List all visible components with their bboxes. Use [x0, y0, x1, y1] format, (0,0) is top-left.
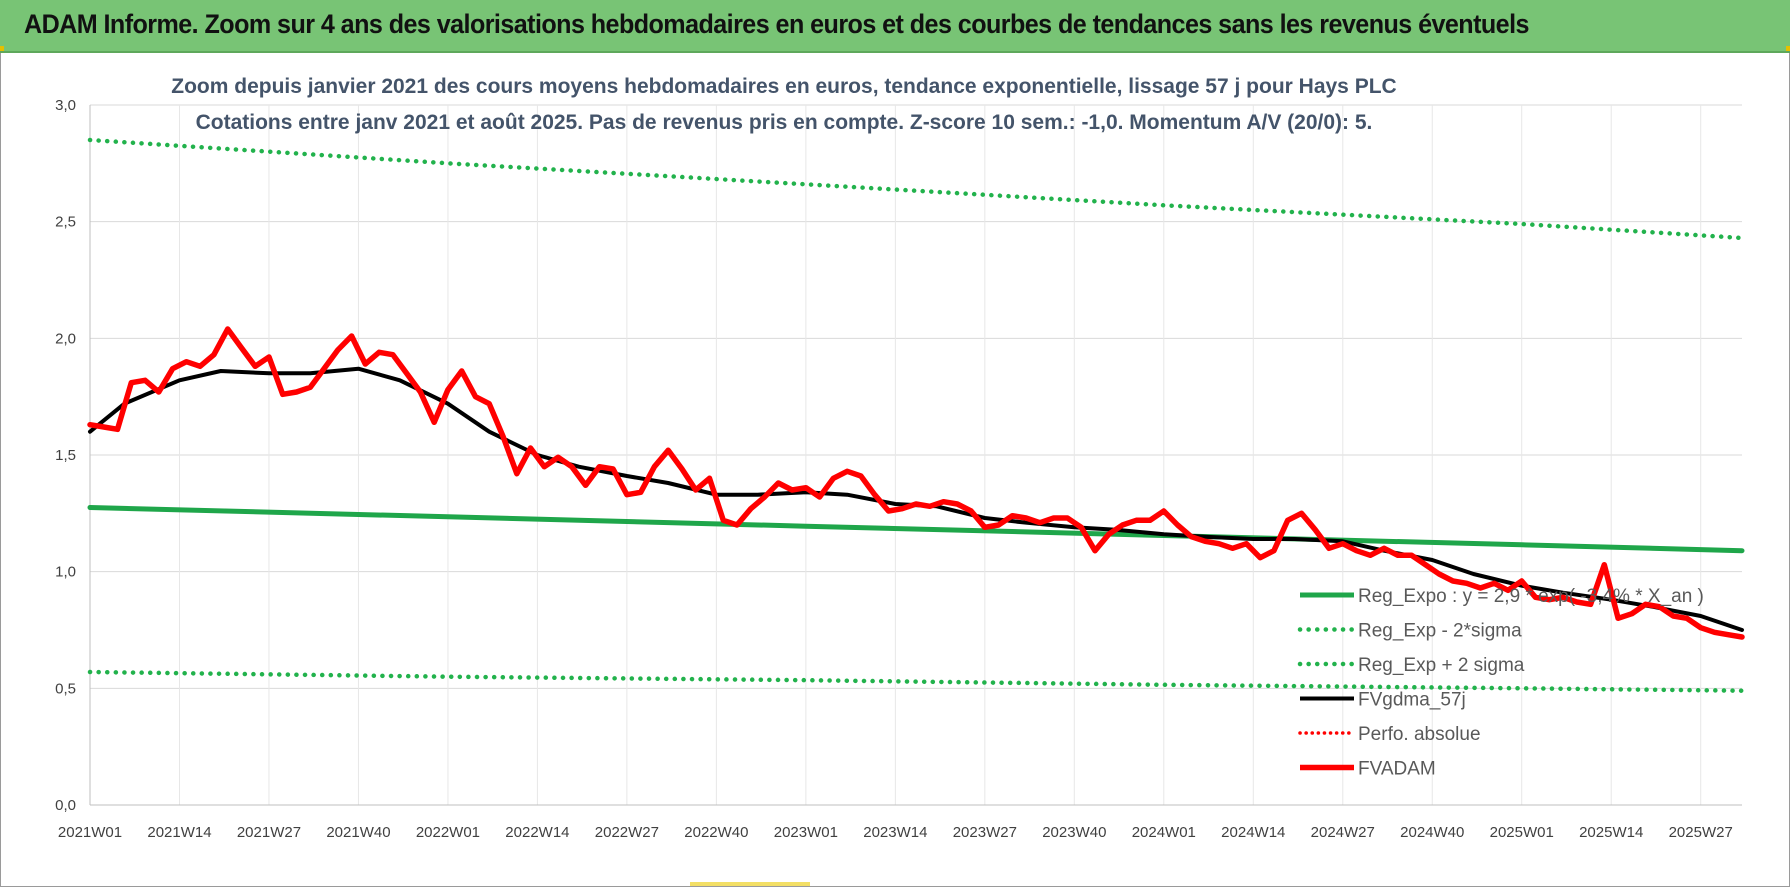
legend-label-fvgdma-57j: FVgdma_57j	[1358, 690, 1466, 711]
header-accent-left	[0, 46, 4, 51]
y-tick-label: 1,5	[55, 447, 76, 464]
x-tick-label: 2021W14	[147, 824, 211, 841]
legend: Reg_Expo : y = 2,9 * exp( -3,4% * X_an )…	[1297, 586, 1704, 780]
x-tick-label: 2022W01	[416, 824, 480, 841]
series-line-reg-exp-2-sigma	[87, 669, 1745, 693]
y-tick-label: 2,0	[55, 330, 76, 347]
x-tick-label: 2021W01	[58, 824, 122, 841]
chart-subtitle: Cotations entre janv 2021 et août 2025. …	[196, 111, 1373, 134]
x-tick-label: 2022W27	[595, 824, 659, 841]
legend-label-perfo-absolue: Perfo. absolue	[1358, 724, 1481, 745]
x-tick-label: 2025W14	[1579, 824, 1643, 841]
y-tick-label: 1,0	[55, 564, 76, 581]
x-tick-label: 2025W01	[1490, 824, 1554, 841]
x-tick-label: 2024W01	[1132, 824, 1196, 841]
legend-label-reg-exp-2-sigma: Reg_Exp + 2 sigma	[1358, 655, 1525, 676]
x-tick-label: 2024W14	[1221, 824, 1285, 841]
report-header: ADAM Informe. Zoom sur 4 ans des valoris…	[0, 0, 1790, 53]
series-lines	[87, 137, 1745, 693]
report-title: ADAM Informe. Zoom sur 4 ans des valoris…	[24, 9, 1529, 39]
x-tick-label: 2024W40	[1400, 824, 1464, 841]
header-accent-right	[1786, 46, 1790, 51]
series-line-reg-exp-2-sigma	[87, 137, 1745, 241]
x-tick-label: 2022W14	[505, 824, 569, 841]
series-line-reg-expo-y-2-9-exp-3-4-x-an	[87, 505, 1745, 554]
legend-label-reg-expo-y-2-9-exp-3-4-x-an: Reg_Expo : y = 2,9 * exp( -3,4% * X_an )	[1358, 586, 1704, 607]
legend-label-fvadam: FVADAM	[1358, 759, 1436, 780]
x-tick-label: 2021W40	[326, 824, 390, 841]
y-tick-label: 0,5	[55, 680, 76, 697]
y-tick-label: 0,0	[55, 797, 76, 814]
x-tick-label: 2023W40	[1042, 824, 1106, 841]
chart-title: Zoom depuis janvier 2021 des cours moyen…	[171, 75, 1396, 98]
x-tick-label: 2022W40	[684, 824, 748, 841]
x-tick-label: 2021W27	[237, 824, 301, 841]
x-tick-label: 2023W01	[774, 824, 838, 841]
y-tick-label: 2,5	[55, 214, 76, 231]
legend-label-reg-exp-2-sigma: Reg_Exp - 2*sigma	[1358, 621, 1522, 642]
series-line-fvadam	[87, 326, 1745, 640]
x-tick-label: 2023W14	[863, 824, 927, 841]
y-tick-label: 3,0	[55, 97, 76, 114]
x-tick-label: 2024W27	[1311, 824, 1375, 841]
x-tick-label: 2023W27	[953, 824, 1017, 841]
axes: 0,0 0,5 1,0 1,5 2,0 2,5 3,0 2021W01 2021W14 2021W…	[55, 97, 1742, 841]
x-tick-label: 2025W27	[1669, 824, 1733, 841]
bottom-accent	[690, 882, 810, 886]
